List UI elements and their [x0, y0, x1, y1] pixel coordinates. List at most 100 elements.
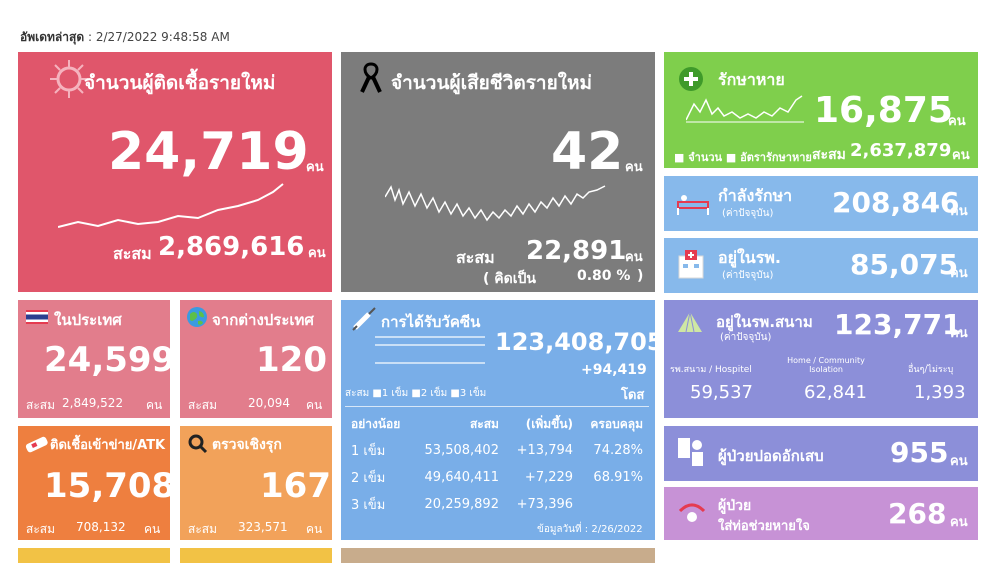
- atk-total-label: สะสม: [26, 522, 56, 536]
- bottom-card-1: [18, 548, 170, 563]
- abroad-total-label: สะสม: [188, 398, 218, 412]
- recovered-legend: ■ จำนวน ■ อัตรารักษาหาย: [674, 151, 812, 164]
- bottom-card-3: [341, 548, 655, 563]
- new-deaths-total-label: สะสม: [456, 248, 495, 267]
- vaccine-legend-label: สะสม: [345, 388, 370, 399]
- vaccine-col-min: อย่างน้อย: [351, 417, 401, 431]
- domestic-total-unit: คน: [146, 398, 163, 412]
- new-deaths-total-unit: คน: [625, 250, 643, 265]
- vaccine-dose-increase: +73,396: [516, 497, 574, 512]
- vaccine-legend-dose1: 1 เข็ม: [381, 388, 409, 399]
- atk-title: ติดเชื้อเข้าข่าย/ATK: [50, 438, 166, 453]
- vaccine-legend: สะสม ■1 เข็ม ■2 เข็ม ■3 เข็ม: [345, 388, 487, 399]
- field-hospital-col-value: 59,537: [690, 382, 753, 403]
- test-kit-icon: [25, 436, 48, 453]
- vaccine-table-row: 2 เข็ม 49,640,411 +7,229 68.91%: [345, 464, 649, 491]
- vaccine-dose-total: 49,640,411: [424, 470, 499, 485]
- vaccine-unit: โดส: [621, 388, 645, 403]
- field-hospital-unit: คน: [950, 326, 968, 341]
- new-deaths-rate-open: ( คิดเป็น: [483, 271, 536, 287]
- recovered-card: รักษาหาย 16,875 คน ■ จำนวน ■ อัตรารักษาห…: [664, 52, 978, 168]
- proactive-total: 323,571: [238, 520, 288, 534]
- recovered-title: รักษาหาย: [718, 70, 785, 89]
- ventilator-value: 268: [888, 497, 947, 530]
- vaccine-dose-coverage: 74.28%: [593, 443, 643, 458]
- vaccine-table: อย่างน้อย สะสม (เพิ่มขึ้น) ครอบคลุม 1 เข…: [345, 412, 649, 518]
- atk-value: 15,708: [44, 466, 170, 506]
- field-hospital-col-value: 1,393: [914, 382, 966, 403]
- vaccine-bar-3: [375, 362, 485, 364]
- new-cases-total-unit: คน: [308, 246, 326, 261]
- vaccine-dose: 3 เข็ม: [351, 498, 386, 513]
- new-deaths-title: จำนวนผู้เสียชีวิตรายใหม่: [391, 72, 593, 94]
- vaccine-title: การได้รับวัคซีน: [381, 313, 481, 331]
- field-hospital-col-label: Home / Community Isolation: [787, 356, 865, 374]
- field-hospital-sub: (ค่าปัจจุบัน): [720, 332, 772, 343]
- recovered-trend-line: [686, 95, 804, 123]
- hospital-sub: (ค่าปัจจุบัน): [722, 270, 774, 281]
- recovered-legend-rate: อัตรารักษาหาย: [740, 151, 812, 164]
- recovered-value: 16,875: [814, 90, 953, 131]
- vaccine-divider: [345, 406, 649, 407]
- proactive-total-label: สะสม: [188, 522, 218, 536]
- new-cases-unit: คน: [306, 160, 324, 175]
- syringe-icon: [352, 307, 376, 331]
- vaccine-legend-dose3: 3 เข็ม: [459, 388, 487, 399]
- atk-total: 708,132: [76, 520, 126, 534]
- vaccine-col-coverage: ครอบคลุม: [590, 417, 643, 431]
- domestic-total: 2,849,522: [62, 396, 124, 410]
- treating-card: กำลังรักษา (ค่าปัจจุบัน) 208,846 คน: [664, 176, 978, 231]
- tent-icon: [678, 311, 702, 333]
- new-cases-total-label: สะสม: [113, 244, 152, 263]
- new-cases-total: 2,869,616: [158, 232, 305, 262]
- vaccine-dose: 2 เข็ม: [351, 471, 386, 486]
- pneumonia-unit: คน: [950, 454, 968, 469]
- proactive-card: ตรวจเชิงรุก 167 สะสม 323,571 คน: [180, 426, 332, 540]
- new-cases-trend-line: [58, 183, 284, 228]
- hospital-value: 85,075: [850, 248, 959, 281]
- new-cases-value: 24,719: [108, 122, 309, 182]
- field-hospital-col-value: 62,841: [804, 382, 867, 403]
- ventilator-card: ผู้ป่วย ใส่ท่อช่วยหายใจ 268 คน: [664, 487, 978, 540]
- abroad-value: 120: [256, 340, 327, 380]
- bed-icon: [677, 195, 709, 215]
- abroad-total-unit: คน: [306, 398, 323, 412]
- hospital-unit: คน: [950, 266, 968, 281]
- field-hospital-title: อยู่ในรพ.สนาม: [716, 313, 813, 331]
- hospital-title: อยู่ในรพ.: [718, 248, 781, 267]
- domestic-title: ในประเทศ: [54, 311, 122, 329]
- domestic-total-label: สะสม: [26, 398, 56, 412]
- new-deaths-trend-line: [385, 185, 606, 222]
- last-updated-label: อัพเดทล่าสุด: [20, 30, 85, 44]
- treating-title: กำลังรักษา: [718, 186, 793, 205]
- vaccine-card: การได้รับวัคซีน 123,408,705 +94,419 สะสม…: [341, 300, 655, 540]
- treating-value: 208,846: [832, 186, 960, 219]
- vaccine-increase: +94,419: [581, 362, 647, 378]
- proactive-total-unit: คน: [306, 522, 323, 536]
- globe-icon: [187, 307, 207, 327]
- vaccine-note: ข้อมูลวันที่ : 2/26/2022: [537, 524, 643, 535]
- domestic-value: 24,599: [44, 340, 170, 380]
- recovered-unit: คน: [948, 114, 966, 129]
- abroad-card: จากต่างประเทศ 120 สะสม 20,094 คน: [180, 300, 332, 418]
- field-hospital-col-label: รพ.สนาม / Hospitel: [670, 365, 752, 375]
- hospital-icon: [678, 250, 704, 279]
- plus-icon: [679, 67, 703, 91]
- ventilator-unit: คน: [950, 515, 968, 530]
- last-updated-value: : 2/27/2022 9:48:58 AM: [87, 30, 230, 44]
- field-hospital-value: 123,771: [834, 308, 962, 341]
- vaccine-dose-total: 53,508,402: [424, 443, 499, 458]
- vaccine-table-row: 3 เข็ม 20,259,892 +73,396: [345, 491, 649, 518]
- pneumonia-title: ผู้ป่วยปอดอักเสบ: [718, 447, 824, 465]
- field-hospital-card: อยู่ในรพ.สนาม (ค่าปัจจุบัน) 123,771 คน ร…: [664, 300, 978, 418]
- field-hospital-col-label: อื่นๆ/ไม่ระบุ: [908, 365, 954, 375]
- treating-sub: (ค่าปัจจุบัน): [722, 208, 774, 219]
- ventilator-title-1: ผู้ป่วย: [718, 498, 752, 514]
- atk-card: ติดเชื้อเข้าข่าย/ATK 15,708 สะสม 708,132…: [18, 426, 170, 540]
- vaccine-table-header: อย่างน้อย สะสม (เพิ่มขึ้น) ครอบคลุม: [345, 412, 649, 437]
- recovered-total-label: สะสม: [812, 147, 846, 163]
- abroad-total: 20,094: [248, 396, 290, 410]
- thai-flag-icon: [26, 310, 48, 324]
- vaccine-dose-increase: +13,794: [516, 443, 574, 458]
- vaccine-dose-increase: +7,229: [524, 470, 574, 485]
